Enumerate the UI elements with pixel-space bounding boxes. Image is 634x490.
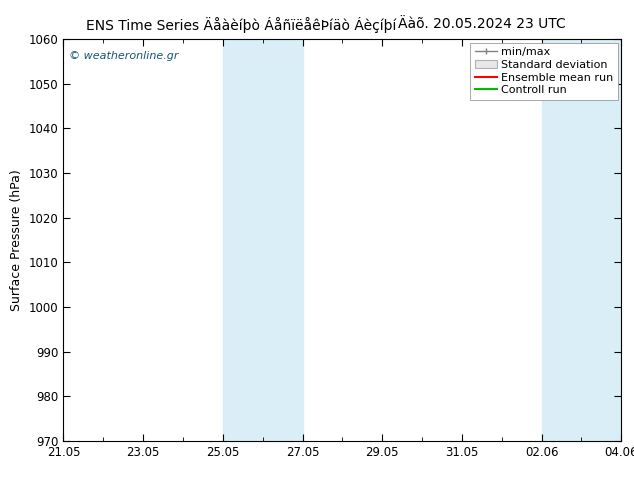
Bar — [223, 39, 302, 441]
Text: ENS Time Series Äåàèíþò ÁåñïëåêÞíäò Áèçíþí: ENS Time Series Äåàèíþò ÁåñïëåêÞíäò Áèçí… — [86, 17, 396, 33]
Text: Äàõ. 20.05.2024 23 UTC: Äàõ. 20.05.2024 23 UTC — [398, 17, 566, 31]
Bar — [541, 39, 621, 441]
Text: © weatheronline.gr: © weatheronline.gr — [69, 51, 179, 61]
Legend: min/max, Standard deviation, Ensemble mean run, Controll run: min/max, Standard deviation, Ensemble me… — [470, 43, 618, 100]
Y-axis label: Surface Pressure (hPa): Surface Pressure (hPa) — [10, 169, 23, 311]
